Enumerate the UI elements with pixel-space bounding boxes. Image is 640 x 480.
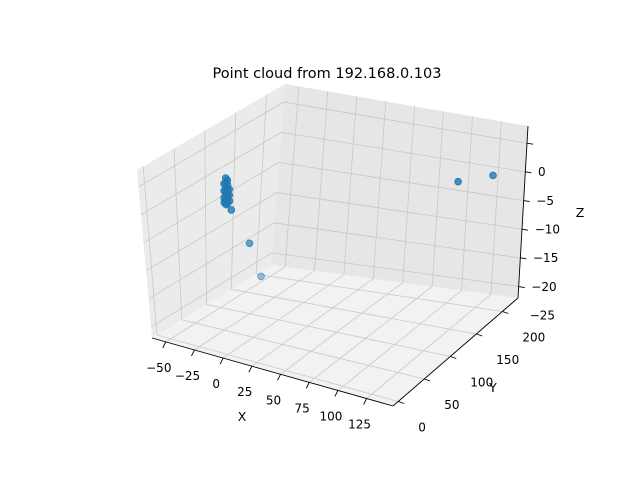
data-point [227, 206, 236, 214]
z-tick [523, 200, 530, 202]
x-gridline [194, 91, 329, 351]
y-tick [398, 401, 405, 404]
y-axis-line [392, 297, 519, 407]
data-point [220, 180, 228, 188]
y-tick-label: 200 [522, 331, 545, 345]
x-tick-label: −25 [175, 369, 200, 383]
z-gridline [145, 192, 523, 272]
x-tick-label: −50 [146, 361, 171, 375]
z-tick [518, 286, 525, 288]
y-tick-label: 150 [496, 353, 519, 367]
x-gridline [308, 111, 444, 383]
z-gridline [148, 222, 521, 300]
z-gridline [143, 161, 524, 244]
x-gridline [366, 121, 502, 399]
left-pane [137, 84, 285, 338]
data-point [225, 197, 234, 205]
x-tick [334, 390, 339, 397]
data-point [257, 272, 265, 281]
z-tick [520, 257, 527, 260]
y-gridline [230, 112, 477, 335]
y-tick [424, 378, 431, 382]
x-tick [248, 365, 253, 373]
x-axis-line [151, 337, 394, 407]
x-tick [277, 374, 281, 381]
axis-lines [151, 125, 529, 407]
z-tick-label: −10 [535, 223, 560, 237]
y-tick [476, 333, 483, 337]
z-tick-label: −15 [533, 251, 558, 265]
grid-lines [138, 86, 528, 402]
z-tick [525, 171, 532, 174]
z-tick-label: 0 [538, 165, 546, 179]
y-gridline [255, 94, 503, 312]
x-gridline [280, 106, 415, 375]
y-tick-label: 0 [418, 421, 426, 435]
z-gridline [138, 101, 528, 188]
x-tick [191, 349, 195, 357]
x-gridline [337, 116, 473, 391]
x-tick-label: 50 [266, 393, 281, 407]
x-tick [162, 341, 167, 349]
x-axis-label: X [238, 409, 247, 424]
z-tick-label: −25 [530, 309, 555, 323]
tick-marks [162, 142, 534, 405]
x-tick [305, 382, 310, 389]
data-points [220, 171, 497, 281]
z-tick-label: −20 [531, 280, 556, 294]
data-point [454, 177, 462, 186]
x-gridline [165, 86, 300, 343]
x-tick [363, 398, 368, 405]
data-point [245, 239, 254, 248]
z-gridline [150, 252, 519, 328]
y-gridline [142, 166, 399, 402]
x-tick-label: 100 [319, 410, 342, 424]
y-gridline [204, 130, 451, 357]
y-tick-label: 50 [444, 398, 459, 412]
back-pane [271, 84, 528, 298]
chart-title: Point cloud from 192.168.0.103 [213, 66, 442, 82]
x-tick-label: 125 [348, 418, 371, 432]
x-tick-label: 75 [295, 401, 310, 415]
x-tick-label: 25 [237, 385, 252, 399]
x-tick [219, 357, 224, 365]
z-tick-label: −5 [536, 194, 554, 208]
z-tick [526, 142, 534, 145]
z-tick [521, 228, 529, 231]
y-tick [450, 356, 457, 359]
y-tick-label: 100 [470, 376, 493, 390]
x-gridline [251, 101, 387, 367]
z-axis-line [517, 125, 529, 299]
z-axis-label: Z [576, 205, 585, 220]
x-tick-label: 0 [212, 377, 220, 391]
y-axis-label: Y [488, 380, 497, 395]
y-gridline [173, 148, 425, 380]
z-gridline [140, 131, 526, 216]
y-tick [502, 311, 509, 314]
x-gridline [222, 96, 358, 359]
data-point [489, 171, 497, 180]
